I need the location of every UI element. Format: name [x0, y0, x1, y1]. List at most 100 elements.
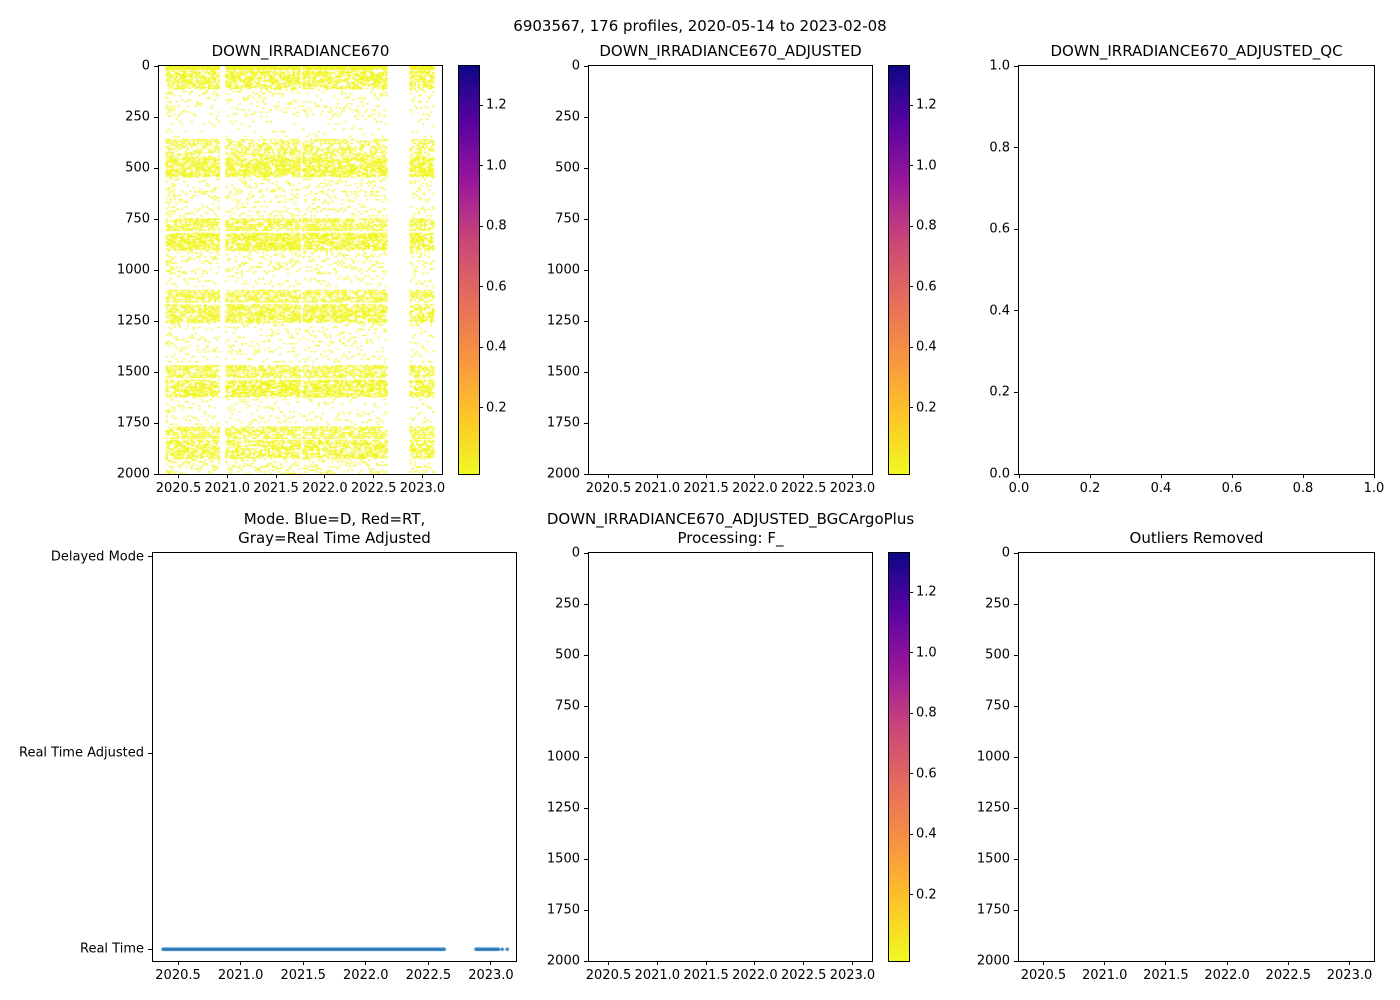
- colorbar-tick-mark: [909, 346, 913, 348]
- colorbar-tick-label: 0.8: [486, 218, 507, 234]
- y-tick-mark: [154, 116, 158, 118]
- x-tick-label: 2021.0: [217, 968, 264, 983]
- y-tick-label: 0.4: [989, 303, 1010, 319]
- y-tick-label: 1750: [116, 415, 150, 431]
- y-tick-label: 1500: [546, 364, 580, 380]
- y-tick-label: 250: [125, 109, 150, 125]
- y-tick-label: 250: [985, 596, 1010, 612]
- x-tick-label: 2021.5: [683, 481, 729, 496]
- y-tick-label: 1250: [976, 800, 1010, 816]
- x-tick-mark: [803, 961, 805, 965]
- y-tick-mark: [584, 422, 588, 424]
- y-tick-label: 1250: [546, 313, 580, 329]
- x-tick-label: 2022.5: [1265, 968, 1312, 983]
- x-tick-mark: [1231, 474, 1233, 478]
- y-tick-label: 500: [985, 647, 1010, 663]
- y-tick-label: 750: [555, 211, 580, 227]
- y-tick-mark: [154, 269, 158, 271]
- x-tick-label: 2022.0: [1204, 968, 1250, 983]
- x-tick-label: 2023.0: [829, 968, 876, 983]
- x-tick-label: 2023.0: [468, 968, 514, 983]
- y-tick-mark: [1014, 705, 1018, 707]
- figure-suptitle: 6903567, 176 profiles, 2020-05-14 to 202…: [513, 17, 887, 35]
- x-tick-label: 2020.5: [155, 968, 201, 983]
- x-tick-mark: [1042, 961, 1044, 965]
- y-tick-label: 250: [555, 596, 580, 612]
- y-tick-mark: [584, 371, 588, 373]
- x-tick-mark: [177, 961, 179, 965]
- y-tick-mark: [584, 167, 588, 169]
- y-tick-label: Delayed Mode: [50, 549, 144, 565]
- x-tick-mark: [754, 961, 756, 965]
- y-tick-label: 0: [1001, 545, 1010, 561]
- colorbar-tick-mark: [479, 104, 483, 106]
- colorbar-tick-mark: [909, 286, 913, 288]
- x-tick-label: 0.4: [1150, 481, 1172, 496]
- x-tick-mark: [608, 474, 610, 478]
- x-tick-mark: [656, 961, 658, 965]
- colorbar-tick-label: 0.6: [916, 279, 937, 295]
- y-tick-label: 250: [555, 109, 580, 125]
- scatter-canvas: [159, 66, 442, 474]
- colorbar-tick-label: 1.0: [916, 158, 937, 174]
- x-tick-mark: [490, 961, 492, 965]
- y-tick-mark: [1014, 603, 1018, 605]
- y-tick-label: 2000: [546, 953, 580, 969]
- x-tick-label: 2022.5: [780, 968, 827, 983]
- y-tick-mark: [154, 167, 158, 169]
- y-tick-mark: [584, 218, 588, 220]
- x-tick-mark: [365, 961, 367, 965]
- x-tick-label: 1.0: [1363, 481, 1385, 496]
- x-tick-mark: [427, 961, 429, 965]
- y-tick-label: 750: [985, 698, 1010, 714]
- y-tick-label: 1250: [546, 800, 580, 816]
- y-tick-label: 1750: [546, 415, 580, 431]
- x-tick-mark: [851, 474, 853, 478]
- y-tick-mark: [584, 116, 588, 118]
- y-tick-label: Real Time Adjusted: [19, 745, 144, 761]
- x-tick-mark: [754, 474, 756, 478]
- y-tick-mark: [1014, 552, 1018, 554]
- y-tick-label: 0: [571, 58, 580, 74]
- x-tick-mark: [275, 474, 277, 478]
- x-tick-label: 2023.0: [829, 481, 876, 496]
- x-tick-mark: [803, 474, 805, 478]
- y-tick-mark: [584, 858, 588, 860]
- y-tick-label: 750: [555, 698, 580, 714]
- y-tick-mark: [148, 752, 152, 754]
- y-tick-mark: [1014, 228, 1018, 230]
- colorbar-tick-mark: [479, 165, 483, 167]
- x-tick-label: 2021.5: [280, 968, 326, 983]
- x-tick-mark: [705, 474, 707, 478]
- y-tick-label: 0: [571, 545, 580, 561]
- colorbar-tick-label: 0.2: [486, 400, 507, 415]
- colorbar-tick-mark: [909, 104, 913, 106]
- y-tick-mark: [584, 807, 588, 809]
- y-tick-label: 0: [141, 58, 150, 74]
- colorbar-tick-label: 0.8: [916, 705, 937, 721]
- y-tick-mark: [1014, 473, 1018, 475]
- x-tick-mark: [1373, 474, 1375, 478]
- y-tick-mark: [1014, 807, 1018, 809]
- subplot-title: Mode. Blue=D, Red=RT, Gray=Real Time Adj…: [238, 510, 431, 547]
- x-tick-mark: [1165, 961, 1167, 965]
- y-tick-mark: [148, 948, 152, 950]
- x-tick-label: 2022.0: [302, 481, 348, 496]
- colorbar-tick-label: 0.4: [916, 826, 937, 842]
- y-tick-mark: [1014, 858, 1018, 860]
- x-tick-mark: [1160, 474, 1162, 478]
- colorbar-tick-label: 0.4: [916, 339, 937, 355]
- colorbar-down-irradiance670-adjusted: 1.2 1.0 0.8 0.6 0.4 0.2: [888, 65, 937, 475]
- y-tick-label: 2000: [546, 466, 580, 482]
- y-tick-mark: [1014, 909, 1018, 911]
- y-tick-label: 500: [125, 160, 150, 176]
- x-tick-label: 2022.5: [405, 968, 452, 983]
- colorbar-tick-mark: [909, 407, 913, 408]
- x-tick-label: 2020.5: [585, 968, 632, 983]
- mode-dots-canvas: [153, 553, 516, 961]
- x-tick-mark: [1018, 474, 1020, 478]
- y-tick-mark: [154, 320, 158, 322]
- y-tick-label: 1750: [976, 902, 1010, 918]
- y-tick-label: 0.0: [989, 466, 1010, 482]
